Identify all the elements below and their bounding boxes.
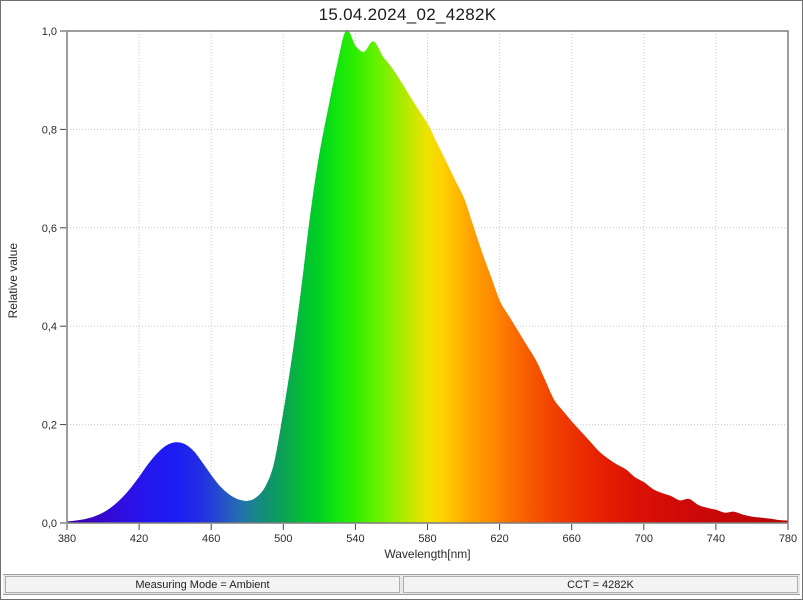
y-tick-label: 0,0 xyxy=(42,518,57,530)
x-tick-label: 700 xyxy=(635,533,653,545)
spectrum-area xyxy=(66,30,789,524)
spectrum-chart-svg: 380 420 460 500 540 580 620 660 700 740 780 1,0 0,8 0… xyxy=(42,26,797,545)
x-tick-label: 740 xyxy=(707,533,725,545)
status-bar: Measuring Mode = Ambient CCT = 4282K xyxy=(3,574,800,595)
x-tick-label: 500 xyxy=(274,533,292,545)
x-axis-label: Wavelength[nm] xyxy=(384,547,471,561)
y-tick-label: 0,8 xyxy=(42,124,57,136)
y-tick-label: 0,4 xyxy=(42,321,57,333)
chart-title: 15.04.2024_02_4282K xyxy=(318,5,497,24)
status-cct: CCT = 4282K xyxy=(403,576,798,593)
plot-border xyxy=(66,30,789,524)
x-tick-label: 460 xyxy=(202,533,220,545)
x-tick-label: 540 xyxy=(346,533,364,545)
y-tick-label: 1,0 xyxy=(42,26,57,38)
y-axis-label-text: Relative value xyxy=(6,243,20,319)
x-tick-label: 420 xyxy=(130,533,148,545)
x-tick-label: 660 xyxy=(563,533,581,545)
x-tick-label: 780 xyxy=(779,533,797,545)
x-tick-label: 620 xyxy=(490,533,508,545)
y-tick-label: 0,2 xyxy=(42,420,57,432)
x-tick-label: 580 xyxy=(418,533,436,545)
y-tick-label: 0,6 xyxy=(42,223,57,235)
y-axis-label: Relative value xyxy=(1,1,25,561)
status-measuring-mode: Measuring Mode = Ambient xyxy=(5,576,400,593)
x-tick-label: 380 xyxy=(58,533,76,545)
